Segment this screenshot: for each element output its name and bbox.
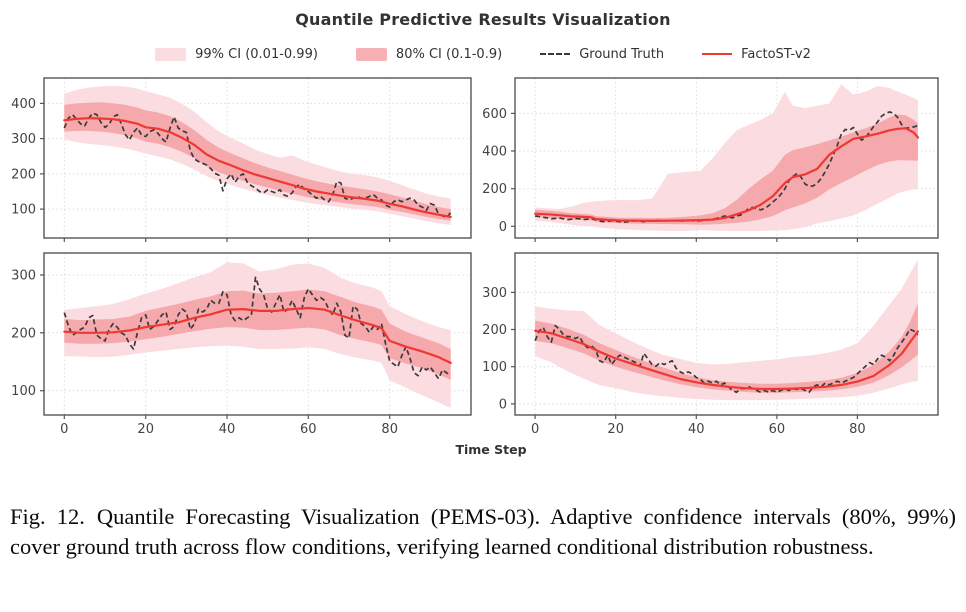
prediction-line xyxy=(63,117,452,218)
prediction-line xyxy=(63,306,452,364)
x-tick-label: 20 xyxy=(607,422,624,437)
figure-page: Quantile Predictive Results Visualizatio… xyxy=(0,10,966,562)
ci80-band xyxy=(535,303,918,393)
y-axis-ticks: 100 200 300 xyxy=(11,269,44,399)
ci99-swatch xyxy=(155,47,187,61)
x-axis-ticks: 0 20 40 60 80 xyxy=(60,415,398,437)
figure-caption: Fig. 12. Quantile Forecasting Visualizati… xyxy=(10,502,956,562)
subplot-bottom-left: 100 200 300 0 20 40 60 80 xyxy=(11,252,472,437)
y-tick-label: 100 xyxy=(482,360,507,375)
ground-truth-line xyxy=(63,112,452,219)
legend-label-ci80: 80% CI (0.1-0.9) xyxy=(395,46,503,62)
x-tick-label: 0 xyxy=(60,422,68,437)
x-axis-label: Time Step xyxy=(455,442,526,457)
y-tick-label: 100 xyxy=(11,203,36,218)
plot-frame xyxy=(514,252,939,416)
plot-frame xyxy=(43,252,472,416)
x-tick-label: 80 xyxy=(381,422,398,437)
x-axis-ticks xyxy=(63,238,391,242)
y-tick-label: 600 xyxy=(482,107,507,122)
prediction-line-swatch xyxy=(702,53,733,55)
plot-frame xyxy=(43,77,472,239)
y-tick-label: 400 xyxy=(482,145,507,160)
legend-label-ground-truth: Ground Truth xyxy=(579,46,665,62)
x-tick-label: 60 xyxy=(769,422,786,437)
ground-truth-line-swatch xyxy=(540,53,571,55)
y-tick-label: 200 xyxy=(482,323,507,338)
prediction-line xyxy=(533,127,920,222)
x-tick-label: 60 xyxy=(300,422,317,437)
y-tick-label: 0 xyxy=(499,220,507,235)
ground-truth-line xyxy=(63,276,452,380)
y-tick-label: 300 xyxy=(11,269,36,284)
y-tick-label: 200 xyxy=(11,167,36,182)
legend-item-model: FactoST-v2 xyxy=(702,47,811,62)
y-tick-label: 0 xyxy=(499,397,507,412)
x-tick-label: 40 xyxy=(688,422,705,437)
y-tick-label: 300 xyxy=(11,132,36,147)
y-tick-label: 300 xyxy=(482,286,507,301)
subplot-bottom-right: 0 100 200 300 0 20 40 60 80 xyxy=(482,252,939,437)
ci80-band xyxy=(535,114,918,225)
x-tick-label: 0 xyxy=(531,422,539,437)
legend-label-ci99: 99% CI (0.01-0.99) xyxy=(195,46,318,62)
ci99-band xyxy=(535,84,918,231)
y-tick-label: 200 xyxy=(482,182,507,197)
ci80-band xyxy=(64,102,451,221)
ci99-band xyxy=(64,262,451,409)
legend-item-ci99: 99% CI (0.01-0.99) xyxy=(155,47,318,62)
x-tick-label: 20 xyxy=(137,422,154,437)
subplot-top-right: 0 200 400 600 xyxy=(482,77,939,242)
y-tick-label: 200 xyxy=(11,326,36,341)
y-axis-ticks: 0 200 400 600 xyxy=(482,107,515,235)
gridlines xyxy=(515,78,938,238)
prediction-line xyxy=(533,329,920,391)
ci80-band xyxy=(64,289,451,380)
caption-tag: Fig. 12. xyxy=(10,504,85,529)
plot-frame xyxy=(514,77,939,239)
y-tick-label: 400 xyxy=(11,97,36,112)
y-tick-label: 100 xyxy=(11,384,36,399)
x-axis-ticks: 0 20 40 60 80 xyxy=(531,415,866,437)
subplot-top-left: 100 200 300 400 xyxy=(11,77,472,242)
y-axis-ticks: 100 200 300 400 xyxy=(11,97,44,218)
x-tick-label: 80 xyxy=(849,422,866,437)
legend-item-ci80: 80% CI (0.1-0.9) xyxy=(355,46,503,62)
ci80-swatch xyxy=(355,47,387,61)
legend-item-ground-truth: Ground Truth xyxy=(540,47,664,62)
ground-truth-line xyxy=(534,324,919,394)
legend-label-model: FactoST-v2 xyxy=(741,46,811,62)
caption-text: Quantile Forecasting Visualization (PEMS… xyxy=(10,504,956,559)
legend: 99% CI (0.01-0.99) 80% CI (0.1-0.9) Grou… xyxy=(0,46,966,62)
x-tick-label: 40 xyxy=(219,422,236,437)
y-axis-ticks: 0 100 200 300 xyxy=(482,286,515,412)
x-axis-ticks xyxy=(534,238,859,242)
figure-title: Quantile Predictive Results Visualizatio… xyxy=(295,10,671,29)
